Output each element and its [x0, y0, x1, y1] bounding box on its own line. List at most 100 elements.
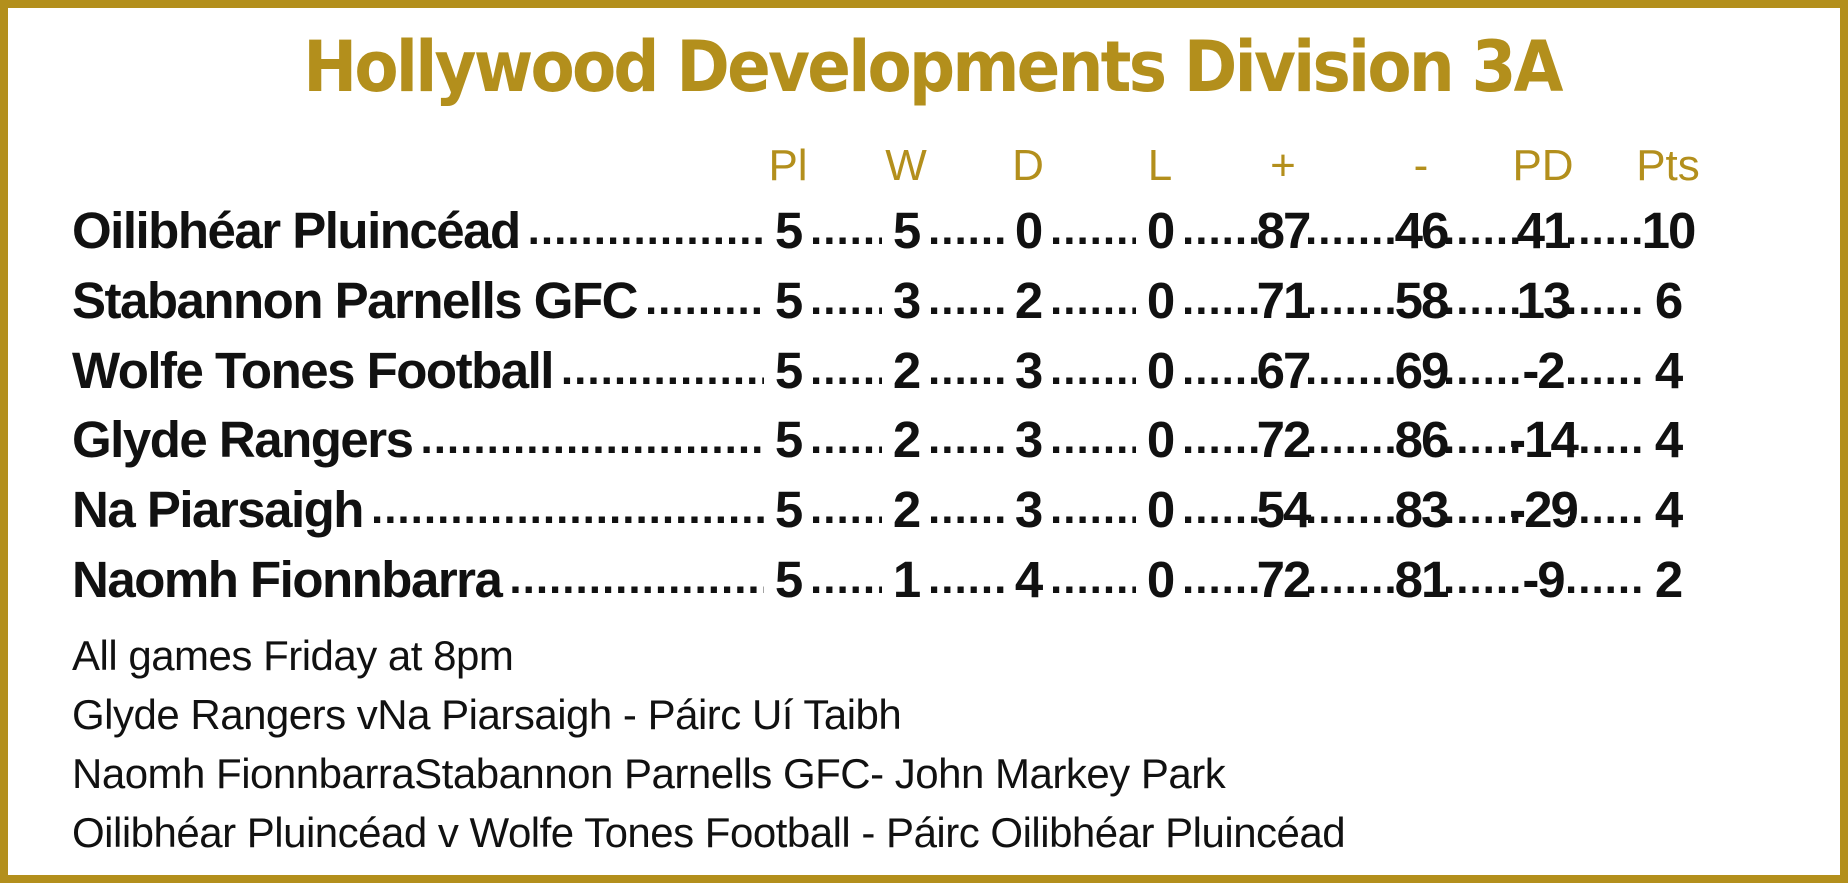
fixtures-notes: All games Friday at 8pm Glyde Rangers vN…	[72, 626, 1346, 862]
cell-pd: -9	[1522, 551, 1565, 608]
leader-dots: ........................................	[1443, 484, 1519, 533]
cell-pts: 4	[1654, 342, 1683, 399]
division-title: Hollywood Developments Division 3A	[303, 26, 1563, 108]
leader-dots: ........................................	[1182, 205, 1259, 254]
leader-dots: ........................................	[1305, 484, 1397, 533]
column-header: Pts	[1636, 141, 1700, 190]
cell-d: 2	[1014, 272, 1043, 329]
leader-dots: ........................................	[1443, 554, 1519, 603]
cell-: 87	[1256, 202, 1312, 259]
leader-dots: ........................................	[1565, 345, 1644, 394]
cell-: 81	[1394, 551, 1450, 608]
fixture-note: Oilibhéar Pluincéad v Wolfe Tones Footba…	[72, 809, 1346, 856]
fixture-note: Glyde Rangers vNa Piarsaigh - Páirc Uí T…	[72, 691, 902, 738]
leader-dots: ........................................	[1305, 205, 1397, 254]
leader-dots: ........................................	[1565, 484, 1644, 533]
leader-dots: ........................................	[1305, 345, 1397, 394]
leader-dots: ........................................	[1443, 345, 1519, 394]
leader-dots: ........................................	[928, 345, 1004, 394]
team-name: Naomh Fionnbarra	[72, 551, 503, 608]
cell-pd: 13	[1516, 272, 1572, 329]
team-name: Oilibhéar Pluincéad	[72, 202, 521, 259]
cell-pl: 5	[774, 342, 803, 399]
leader-dots: ........................................	[1182, 484, 1259, 533]
cell-pl: 5	[774, 551, 803, 608]
team-name: Stabannon Parnells GFC	[72, 272, 638, 329]
cell-d: 3	[1014, 411, 1043, 468]
fixture-note: Naomh FionnbarraStabannon Parnells GFC- …	[72, 750, 1226, 797]
cell-d: 4	[1014, 551, 1043, 608]
leader-dots: ........................................…	[420, 414, 764, 463]
table-row: Stabannon Parnells GFC..................…	[8, 271, 1848, 341]
leader-dots: ........................................…	[509, 554, 764, 603]
cell-w: 3	[892, 272, 921, 329]
cell-: 54	[1256, 481, 1312, 538]
table-row: Oilibhéar Pluincéad.....................…	[8, 201, 1848, 271]
column-header: +	[1270, 141, 1296, 190]
leader-dots: ........................................	[810, 205, 882, 254]
team-name: Glyde Rangers	[72, 411, 414, 468]
cell-pts: 4	[1654, 481, 1683, 538]
leader-dots: ........................................	[1182, 554, 1259, 603]
leader-dots: ........................................	[1565, 275, 1644, 324]
leader-dots: ........................................…	[644, 275, 764, 324]
leader-dots: ........................................	[1050, 345, 1136, 394]
leader-dots: ........................................…	[527, 205, 764, 254]
leader-dots: ........................................	[1050, 205, 1136, 254]
cell-pts: 2	[1654, 551, 1683, 608]
table-row: Na Piarsaigh............................…	[8, 480, 1848, 550]
cell-pd: -14	[1509, 411, 1579, 468]
leader-dots: ........................................	[810, 554, 882, 603]
column-header: PD	[1512, 141, 1574, 190]
cell-: 83	[1394, 481, 1450, 538]
cell-l: 0	[1146, 272, 1175, 329]
cell-pd: 41	[1516, 202, 1572, 259]
leader-dots: ........................................	[1050, 414, 1136, 463]
cell-w: 1	[892, 551, 921, 608]
leader-dots: ........................................	[928, 414, 1004, 463]
cell-d: 3	[1014, 342, 1043, 399]
table-row: Naomh Fionnbarra........................…	[8, 550, 1848, 620]
leader-dots: ........................................	[928, 275, 1004, 324]
leader-dots: ........................................	[1305, 414, 1397, 463]
leader-dots: ........................................	[1182, 275, 1259, 324]
cell-pl: 5	[774, 411, 803, 468]
leader-dots: ........................................	[1443, 275, 1519, 324]
leader-dots: ........................................	[1565, 205, 1644, 254]
cell-pl: 5	[774, 202, 803, 259]
cell-pts: 4	[1654, 411, 1683, 468]
cell-w: 2	[892, 481, 921, 538]
leader-dots: ........................................	[928, 205, 1004, 254]
leader-dots: ........................................	[1050, 554, 1136, 603]
table-row: Wolfe Tones Football....................…	[8, 341, 1848, 411]
cell-: 72	[1256, 411, 1312, 468]
cell-pts: 10	[1641, 202, 1697, 259]
column-header: D	[1012, 141, 1044, 190]
leader-dots: ........................................	[1565, 554, 1644, 603]
leader-dots: ........................................	[810, 275, 882, 324]
cell-l: 0	[1146, 481, 1175, 538]
cell-pd: -29	[1509, 481, 1579, 538]
cell-pl: 5	[774, 272, 803, 329]
leader-dots: ........................................	[1182, 345, 1259, 394]
cell-: 67	[1256, 342, 1312, 399]
leader-dots: ........................................	[1305, 554, 1397, 603]
cell-: 58	[1394, 272, 1450, 329]
cell-: 46	[1394, 202, 1450, 259]
leader-dots: ........................................	[1565, 414, 1644, 463]
leader-dots: ........................................	[1050, 275, 1136, 324]
leader-dots: ........................................	[1050, 484, 1136, 533]
cell-pts: 6	[1654, 272, 1683, 329]
leader-dots: ........................................	[810, 345, 882, 394]
column-header: -	[1413, 141, 1429, 190]
leader-dots: ........................................…	[370, 484, 764, 533]
leader-dots: ........................................	[1443, 414, 1519, 463]
leader-dots: ........................................	[928, 554, 1004, 603]
cell-d: 3	[1014, 481, 1043, 538]
leader-dots: ........................................	[1443, 205, 1519, 254]
column-header: L	[1147, 141, 1173, 190]
cell-pd: -2	[1522, 342, 1565, 399]
table-row: Glyde Rangers...........................…	[8, 410, 1848, 480]
team-name: Na Piarsaigh	[72, 481, 364, 538]
